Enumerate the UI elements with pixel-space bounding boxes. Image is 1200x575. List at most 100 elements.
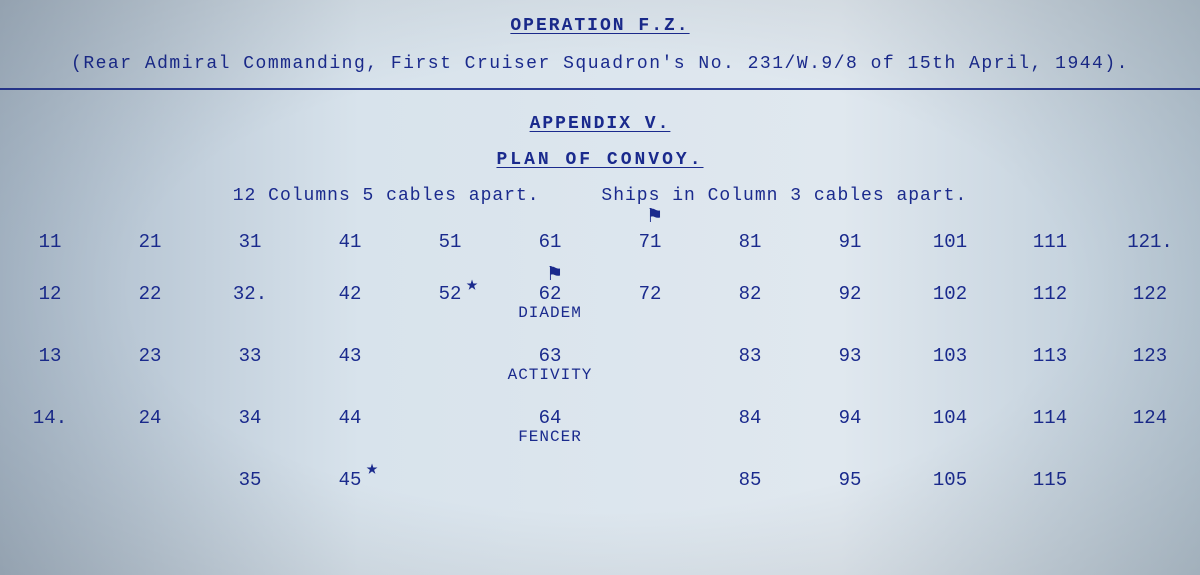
convoy-row: 122232.425262DIADEM728292102112122 [0,284,1200,346]
convoy-cell: 12 [0,284,100,305]
convoy-cell: 93 [800,346,900,367]
convoy-cell: 81 [700,232,800,253]
rule-line [0,88,1200,90]
convoy-cell: 95 [800,470,900,491]
cell-number: 32. [200,284,300,305]
cell-number: 92 [800,284,900,305]
spacing-rows: Ships in Column 3 cables apart. [601,186,967,206]
cell-number [500,470,600,491]
cell-number: 34 [200,408,300,429]
convoy-cell [1100,470,1200,491]
cell-number: 44 [300,408,400,429]
convoy-cell [400,346,500,367]
cell-number: 51 [400,232,500,253]
cell-number: 94 [800,408,900,429]
cell-number [400,408,500,429]
spacing-note: 12 Columns 5 cables apart. Ships in Colu… [0,186,1200,206]
convoy-cell [600,470,700,491]
convoy-cell: 112 [1000,284,1100,305]
convoy-cell: 94 [800,408,900,429]
cell-number: 91 [800,232,900,253]
convoy-cell: 11 [0,232,100,253]
convoy-cell: 71 [600,232,700,253]
operation-title-text: OPERATION F.Z. [510,16,689,36]
cell-number: 114 [1000,408,1100,429]
cell-number: 101 [900,232,1000,253]
cell-number: 112 [1000,284,1100,305]
flag-icon: ⚑ [648,206,661,228]
cell-number: 62 [500,284,600,305]
convoy-cell: 124 [1100,408,1200,429]
cell-number: 31 [200,232,300,253]
convoy-cell: 114 [1000,408,1100,429]
convoy-cell: 35 [200,470,300,491]
convoy-cell: 34 [200,408,300,429]
cell-number [0,470,100,491]
convoy-row: 112131415161718191101111121. [0,232,1200,284]
cell-number: 124 [1100,408,1200,429]
convoy-cell: 31 [200,232,300,253]
cell-number: 23 [100,346,200,367]
convoy-cell [400,408,500,429]
convoy-cell: 104 [900,408,1000,429]
convoy-cell [400,470,500,491]
cell-number: 82 [700,284,800,305]
cell-number: 72 [600,284,700,305]
cell-number: 52 [400,284,500,305]
convoy-cell: 51 [400,232,500,253]
cell-number: 71 [600,232,700,253]
cell-number: 24 [100,408,200,429]
cell-number: 64 [500,408,600,429]
convoy-cell: 72 [600,284,700,305]
cell-number: 93 [800,346,900,367]
convoy-row: 13233343 63ACTIVITY 8393103113123 [0,346,1200,408]
convoy-row: 3545 8595105115 [0,470,1200,522]
cell-label: FENCER [500,429,600,447]
cell-number [400,346,500,367]
cell-number: 43 [300,346,400,367]
convoy-cell: 105 [900,470,1000,491]
convoy-cell: 111 [1000,232,1100,253]
cell-number: 102 [900,284,1000,305]
cell-number [100,470,200,491]
cell-number: 121. [1100,232,1200,253]
convoy-cell: 13 [0,346,100,367]
convoy-grid: ⚑ ⚑ ★ ★ 112131415161718191101111121.1222… [0,232,1200,522]
convoy-cell: 64FENCER [500,408,600,446]
cell-number [400,470,500,491]
convoy-cell: 102 [900,284,1000,305]
cell-number: 81 [700,232,800,253]
convoy-cell: 22 [100,284,200,305]
convoy-cell: 63ACTIVITY [500,346,600,384]
convoy-cell [600,346,700,367]
convoy-cell: 82 [700,284,800,305]
convoy-cell: 122 [1100,284,1200,305]
cell-number: 103 [900,346,1000,367]
appendix-heading-text: APPENDIX V. [530,114,671,134]
appendix-heading: APPENDIX V. [0,114,1200,134]
operation-title: OPERATION F.Z. [0,16,1200,36]
convoy-cell: 101 [900,232,1000,253]
cell-number [1100,470,1200,491]
convoy-cell: 92 [800,284,900,305]
cell-number: 33 [200,346,300,367]
convoy-cell: 121. [1100,232,1200,253]
convoy-cell: 84 [700,408,800,429]
cell-number: 13 [0,346,100,367]
convoy-cell: 21 [100,232,200,253]
convoy-cell: 52 [400,284,500,305]
cell-number: 104 [900,408,1000,429]
cell-number [600,470,700,491]
convoy-cell: 103 [900,346,1000,367]
convoy-cell: 113 [1000,346,1100,367]
cell-number [600,346,700,367]
cell-number: 113 [1000,346,1100,367]
spacing-columns: 12 Columns 5 cables apart. [233,186,540,206]
convoy-cell: 43 [300,346,400,367]
cell-number [600,408,700,429]
convoy-cell: 91 [800,232,900,253]
cell-number: 61 [500,232,600,253]
convoy-cell: 45 [300,470,400,491]
cell-number: 83 [700,346,800,367]
convoy-cell: 42 [300,284,400,305]
